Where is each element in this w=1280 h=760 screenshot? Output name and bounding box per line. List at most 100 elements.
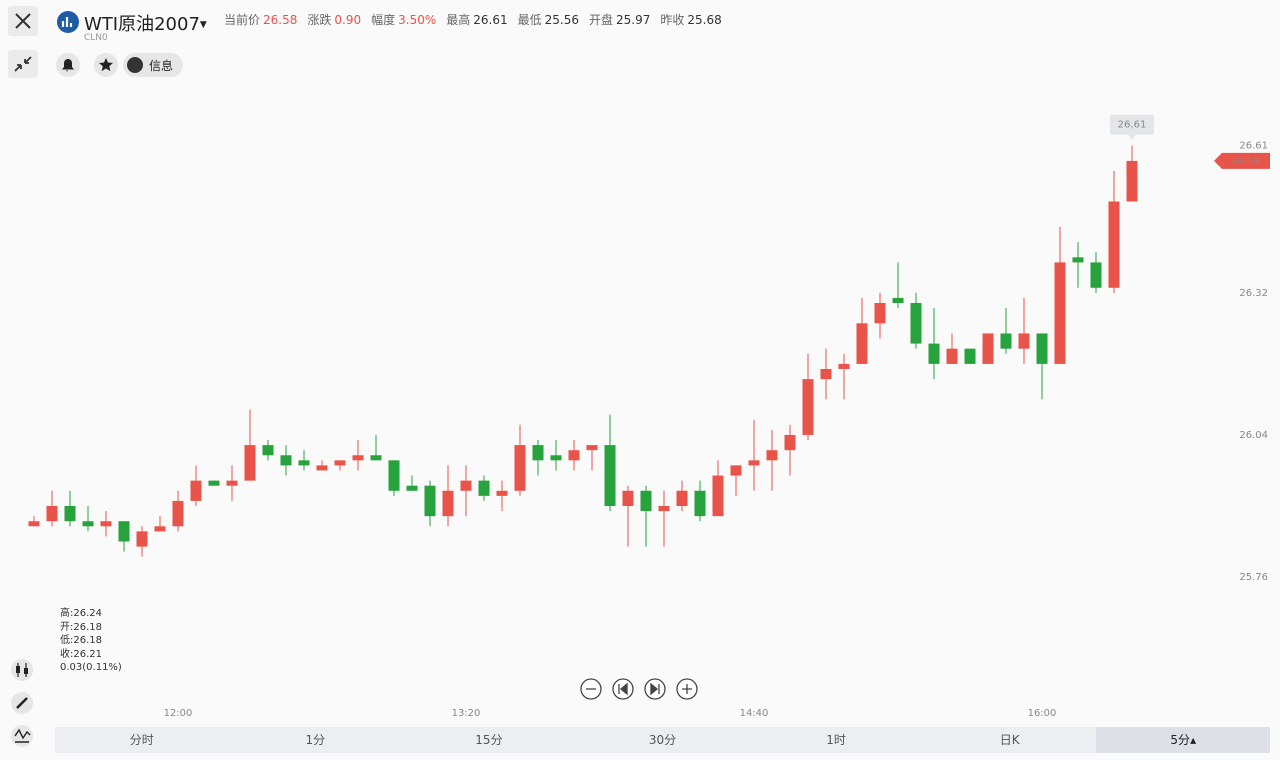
quote: 涨跌 0.90 — [307, 11, 361, 28]
info-button[interactable]: 信息 — [123, 53, 183, 77]
quote-value: 0.90 — [334, 13, 362, 27]
period-tab[interactable]: 日K — [923, 727, 1097, 753]
candle-body — [604, 445, 616, 506]
zoom-in-icon — [682, 684, 692, 694]
candle-tool[interactable] — [11, 659, 33, 681]
instrument-title[interactable]: WTI原油2007▼ — [84, 10, 207, 36]
period-label: 1时 — [826, 733, 846, 747]
candle-body — [190, 480, 202, 501]
period-tab[interactable]: 5分▴ — [1096, 727, 1271, 753]
high-marker-pointer — [1128, 134, 1136, 140]
period-tab[interactable]: 30分 — [576, 727, 750, 753]
shrink-button[interactable] — [8, 50, 38, 78]
high-marker-box — [1110, 114, 1154, 135]
x-tick-label: 12:00 — [164, 708, 193, 719]
candle-body — [100, 521, 112, 527]
close-icon — [15, 13, 31, 29]
candle-body — [910, 303, 922, 344]
y-tick-label: 26.32 — [1239, 288, 1268, 299]
candle-body — [658, 506, 670, 512]
zoom-controls — [580, 678, 698, 700]
candle-body — [964, 348, 976, 364]
candle-body — [154, 526, 166, 532]
last-price-label: 26.58 — [1231, 156, 1260, 167]
high-marker-label: 26.61 — [1118, 120, 1147, 131]
candle-body — [1072, 257, 1084, 263]
period-tab[interactable]: 15分 — [402, 727, 576, 753]
last-price-tag — [1214, 152, 1270, 169]
info-icon — [127, 57, 143, 73]
bell-icon — [62, 59, 74, 72]
candle-body — [1090, 262, 1102, 288]
period-label: 5分 — [1170, 733, 1191, 747]
ohlc-line: 低:26.18 — [60, 635, 102, 646]
x-tick-label: 13:20 — [452, 708, 481, 719]
quote: 最低 25.56 — [518, 11, 579, 28]
period-tab[interactable]: 分时 — [55, 727, 229, 753]
candle-body — [280, 455, 292, 466]
quote-value: 26.61 — [473, 13, 508, 27]
quote: 开盘 25.97 — [589, 11, 650, 28]
candle-body — [424, 485, 436, 517]
period-label: 30分 — [648, 733, 677, 747]
candle-body — [550, 455, 562, 461]
quote-label: 当前价 — [224, 13, 261, 27]
quote-label: 幅度 — [371, 13, 396, 27]
logo-icon — [61, 17, 73, 27]
period-label: 分时 — [129, 733, 154, 747]
x-tick-label: 16:00 — [1028, 708, 1057, 719]
ohlc-line: 高:26.24 — [60, 608, 102, 619]
y-tick-label: 25.76 — [1239, 572, 1268, 583]
scroll-right-icon — [650, 682, 660, 696]
candle-body — [982, 333, 994, 364]
quote-label: 涨跌 — [307, 13, 332, 27]
quote-value: 25.68 — [687, 13, 722, 27]
candle-body — [1000, 333, 1012, 349]
candle-body — [1108, 201, 1120, 288]
y-tick-label: 26.61 — [1239, 141, 1268, 152]
star-icon — [98, 58, 113, 72]
candle-body — [352, 455, 364, 461]
candle-body — [478, 480, 490, 496]
candle-body — [784, 434, 796, 451]
candle-body — [946, 348, 958, 364]
ohlc-panel: 高:26.24 开:26.18 低:26.18 收:26.21 0.03(0.11%) — [60, 607, 122, 675]
quote-label: 昨收 — [660, 13, 685, 27]
quote-value: 25.56 — [544, 13, 579, 27]
candle-body — [1126, 160, 1138, 202]
indicator-tool-icon — [14, 728, 31, 743]
candle-body — [1054, 262, 1066, 364]
quotes: 当前价 26.58 涨跌 0.90 幅度 3.50% 最高 26.61 最低 25.56 开盘 25.… — [224, 11, 722, 28]
shrink-icon — [14, 56, 32, 72]
candle-body — [730, 465, 742, 476]
candle-body — [298, 460, 310, 466]
info-label: 信息 — [149, 58, 174, 73]
candle-body — [136, 531, 148, 547]
period-tab[interactable]: 1分 — [229, 727, 403, 753]
candle-body — [712, 475, 724, 517]
ohlc-line: 收:26.21 — [60, 648, 102, 660]
candle-body — [694, 490, 706, 517]
scroll-left-icon — [618, 682, 628, 696]
candle-body — [172, 500, 184, 527]
candle-body — [586, 445, 598, 451]
period-tab[interactable]: 1时 — [749, 727, 923, 753]
candle-body — [244, 445, 256, 481]
quote: 最高 26.61 — [446, 11, 507, 28]
candle-body — [928, 343, 940, 364]
candle-body — [820, 368, 832, 380]
quote-value: 26.58 — [263, 13, 298, 27]
candle-body — [208, 480, 220, 486]
candle-body — [838, 363, 850, 369]
y-tick-label: 26.04 — [1239, 430, 1268, 441]
title-text: WTI原油2007 — [84, 14, 200, 35]
period-label: 1分 — [305, 733, 326, 747]
candle-body — [262, 445, 274, 456]
quote: 当前价 26.58 — [224, 11, 297, 28]
candle-body — [514, 445, 526, 491]
candle-body — [1018, 333, 1030, 349]
candle-body — [532, 445, 544, 461]
candle-body — [568, 450, 580, 461]
